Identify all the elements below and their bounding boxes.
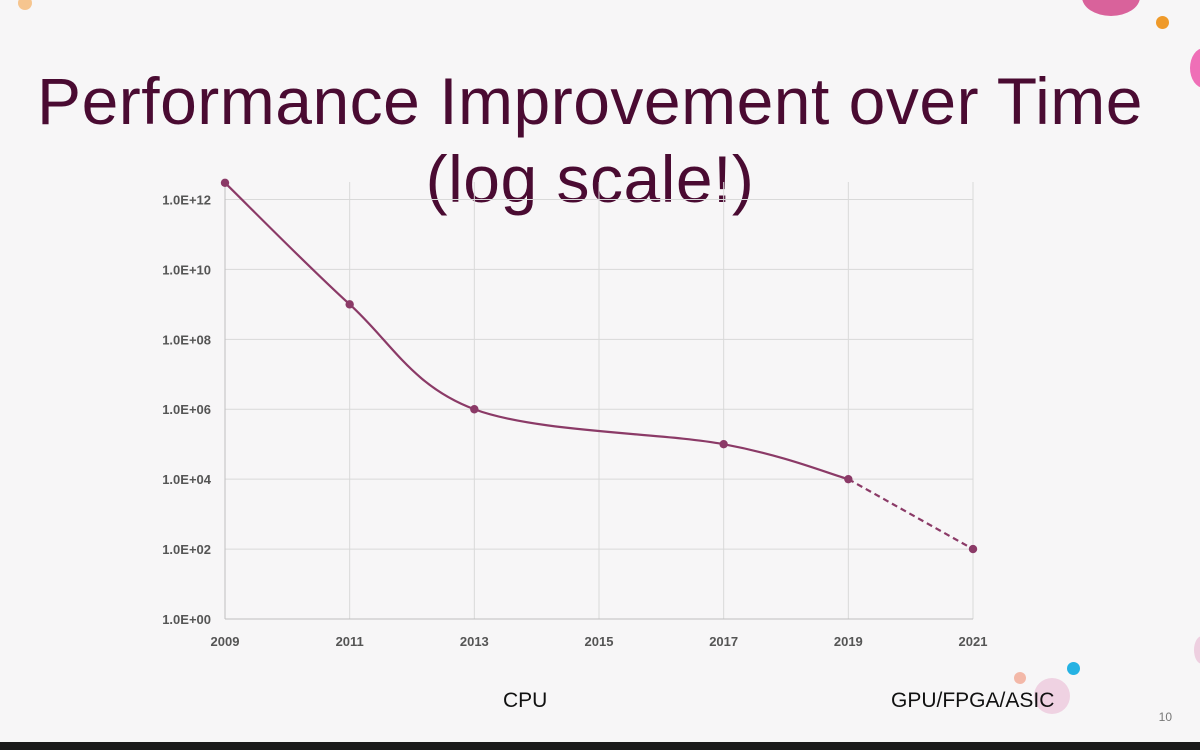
- page-number: 10: [1158, 710, 1172, 724]
- decor-dot: [1067, 662, 1080, 675]
- data-point: [719, 440, 728, 449]
- decor-dot: [1082, 0, 1140, 16]
- series-line-dashed: [847, 478, 974, 551]
- x-tick-label: 2017: [709, 634, 738, 649]
- caption-cpu: CPU: [503, 689, 548, 712]
- series-line: [224, 182, 849, 481]
- decor-dot: [18, 0, 32, 10]
- y-tick-label: 1.0E+08: [162, 332, 211, 347]
- y-tick-label: 1.0E+06: [162, 402, 211, 417]
- decor-dot: [1034, 678, 1070, 714]
- series-layer: [220, 178, 978, 554]
- y-tick-label: 1.0E+04: [162, 472, 212, 487]
- y-tick-label: 1.0E+12: [162, 192, 211, 207]
- data-point: [968, 544, 978, 554]
- x-tick-label: 2019: [834, 634, 863, 649]
- x-tick-label: 2013: [460, 634, 489, 649]
- y-tick-label: 1.0E+02: [162, 542, 211, 557]
- decor-dot: [1156, 16, 1169, 29]
- x-tick-label: 2021: [959, 634, 988, 649]
- data-point: [345, 300, 354, 309]
- slide-title-line-1: Performance Improvement over Time: [37, 64, 1143, 139]
- decor-dot: [1014, 672, 1026, 684]
- x-tick-label: 2009: [211, 634, 240, 649]
- slide-title: Performance Improvement over Time (log s…: [0, 62, 1180, 218]
- x-tick-label: 2015: [585, 634, 614, 649]
- y-tick-label: 1.0E+00: [162, 612, 211, 627]
- axis-layer: 1.0E+00 1.0E+02 1.0E+04 1.0E+06 1.0E+08 1.0E+…: [162, 182, 987, 649]
- x-tick-label: 2011: [336, 634, 364, 649]
- data-point: [220, 178, 230, 187]
- slide-title-line-2: (log scale!): [425, 142, 755, 217]
- decor-dot: [1194, 636, 1200, 664]
- data-point: [844, 474, 853, 484]
- data-point: [470, 405, 479, 414]
- decor-dot: [1190, 48, 1200, 88]
- y-tick-label: 1.0E+10: [162, 262, 211, 277]
- grid-layer: [225, 182, 974, 619]
- caption-gpu-fpga-asic: GPU/FPGA/ASIC: [891, 689, 1055, 712]
- bottom-bar: [0, 742, 1200, 750]
